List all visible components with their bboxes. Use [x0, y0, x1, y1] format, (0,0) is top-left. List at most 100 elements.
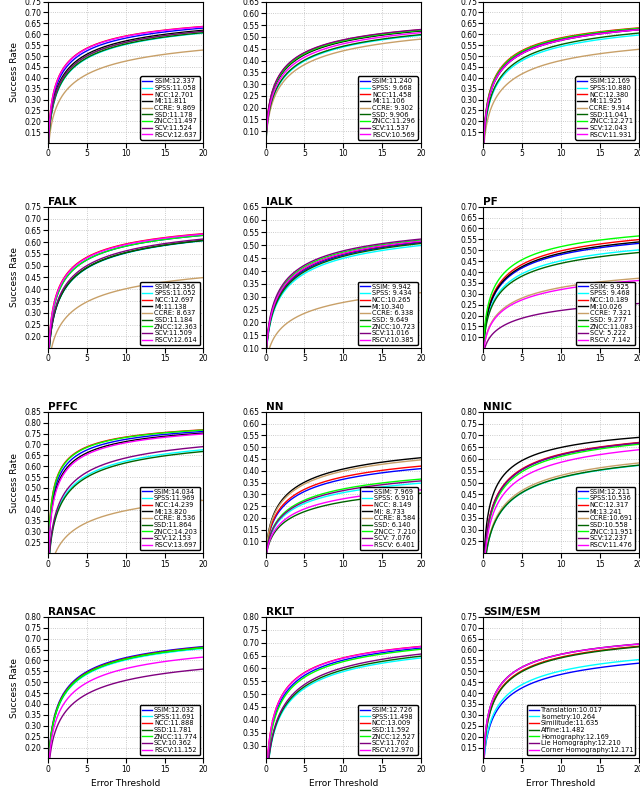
MI:11.925	[553, 37, 561, 46]
Isometry:10.264	[635, 655, 640, 665]
ZNCC:10.723	[417, 235, 425, 245]
SPSS: 9.434: (9.62, 0.446): 9.434: (9.62, 0.446)	[337, 254, 344, 264]
Translation:10.017	[572, 666, 580, 676]
ZNCC: 7.210: (19.5, 0.363): 7.210: (19.5, 0.363)	[413, 474, 421, 484]
SCV:11.509	[119, 247, 127, 257]
SSD:11.864	[172, 450, 179, 459]
Line: RSCV:12.970: RSCV:12.970	[266, 646, 421, 800]
CCRE: 7.321: (20, 0.371): 7.321: (20, 0.371)	[635, 274, 640, 283]
MI:13.820	[118, 438, 125, 447]
CCRE: 9.302: (0.001, 0.00586): 9.302: (0.001, 0.00586)	[262, 149, 269, 158]
SSIM:12.337	[119, 34, 127, 43]
SSIM:12.169	[607, 26, 614, 36]
Line: SSD:11.592: SSD:11.592	[266, 656, 421, 800]
RSCV:11.152	[137, 661, 145, 670]
Legend: SSIM:12.726, SPSS:11.498, NCC:13.009, SSD:11.592, ZNCC:12.527, SCV:11.702, RSCV:: SSIM:12.726, SPSS:11.498, NCC:13.009, SS…	[358, 705, 418, 755]
Corner Homography:12.171	[564, 648, 572, 658]
SCV:11.016	[346, 245, 353, 254]
NCC:12.701	[172, 24, 179, 34]
Legend: Translation:10.017, Isometry:10.264, Similitude:11.635, Affine:11.482, Homograph: Translation:10.017, Isometry:10.264, Sim…	[527, 705, 636, 755]
Homography:12.169	[554, 650, 562, 660]
SSD:11.781	[44, 784, 52, 794]
Affine:11.482	[607, 645, 614, 654]
SPSS:11.052	[119, 249, 127, 258]
SPSS:10.536	[479, 594, 487, 603]
Line: NCC:14.239: NCC:14.239	[48, 430, 204, 592]
SPSS:11.691	[44, 784, 52, 794]
NCC:12.701	[200, 22, 207, 31]
NCC:10.265	[417, 237, 425, 246]
MI: 8.733: (0.001, 0.00521): 8.733: (0.001, 0.00521)	[262, 559, 269, 569]
ZNCC:14.203	[196, 426, 204, 435]
SSD:11.592	[346, 663, 353, 673]
SSIM:12.356	[118, 242, 125, 252]
NCC:12.317	[631, 438, 639, 448]
SSD:11.781	[119, 655, 127, 665]
Y-axis label: Success Rate: Success Rate	[10, 247, 19, 307]
SCV: 5.222: (20, 0.255): 5.222: (20, 0.255)	[635, 298, 640, 308]
ZNCC:10.723	[346, 246, 353, 255]
SSD: 9.277: (19.5, 0.488): 9.277: (19.5, 0.488)	[631, 248, 639, 258]
MI:13.241	[572, 440, 580, 450]
NCC:11.458	[355, 33, 362, 42]
SSIM:12.211	[631, 438, 639, 448]
SPSS:11.498	[417, 653, 425, 662]
ZNCC:12.271	[553, 34, 561, 44]
RSCV:11.931	[572, 33, 580, 42]
Line: Homography:12.169: Homography:12.169	[483, 644, 639, 778]
SSD: 6.140: (10.8, 0.273): 6.140: (10.8, 0.273)	[346, 496, 353, 506]
RSCV:12.614	[128, 238, 136, 248]
NCC:14.239	[118, 433, 125, 442]
Line: RSCV:11.476: RSCV:11.476	[483, 450, 639, 598]
MI:13.820	[44, 588, 52, 598]
ZNCC: 7.210: (20, 0.365): 7.210: (20, 0.365)	[417, 474, 425, 484]
MI:11.106	[355, 34, 362, 43]
ZNCC:11.296	[413, 26, 421, 35]
Line: SSIM:12.356: SSIM:12.356	[48, 235, 204, 381]
SPSS:10.536	[554, 474, 562, 483]
Legend: SSIM: 9.942, SPSS: 9.434, NCC:10.265, MI:10.340, CCRE: 6.338, SSD: 9.649, ZNCC:1: SSIM: 9.942, SPSS: 9.434, NCC:10.265, MI…	[358, 282, 418, 345]
ZNCC:12.527	[355, 654, 362, 663]
Line: ZNCC:11.497: ZNCC:11.497	[48, 31, 204, 163]
SSIM:12.211	[553, 451, 561, 461]
ZNCC:10.723	[262, 367, 269, 377]
SCV: 5.222: (11.9, 0.232): 5.222: (11.9, 0.232)	[572, 304, 580, 314]
NCC:10.189	[479, 353, 487, 362]
ZNCC:11.296	[337, 37, 344, 46]
RSCV:11.931	[553, 36, 561, 46]
SSD: 9.649: (10.8, 0.463): 9.649: (10.8, 0.463)	[346, 250, 353, 259]
SSIM:12.356	[200, 230, 207, 240]
ZNCC:14.203	[118, 434, 125, 443]
CCRE: 6.338: (0.001, 0.00314): 6.338: (0.001, 0.00314)	[262, 368, 269, 378]
RSCV: 6.401: (10.8, 0.286): 6.401: (10.8, 0.286)	[346, 493, 353, 502]
Line: SSD:11.178: SSD:11.178	[48, 33, 204, 163]
SSIM:14.034	[128, 434, 136, 443]
NCC:10.265	[389, 240, 397, 250]
SSIM: 7.969: (10.8, 0.37): 7.969: (10.8, 0.37)	[346, 473, 353, 482]
NCC:11.888	[172, 646, 179, 655]
SSD:11.184	[200, 235, 207, 245]
Line: ZNCC:14.203: ZNCC:14.203	[48, 430, 204, 592]
NCC:12.697	[172, 231, 179, 241]
CCRE: 9.914: (0.001, 0.00666): 9.914: (0.001, 0.00666)	[479, 158, 487, 168]
SCV:11.537	[262, 148, 269, 158]
MI:11.925	[631, 26, 639, 35]
RSCV:12.614	[172, 232, 179, 242]
MI:11.811	[44, 158, 52, 167]
SPSS:11.058	[118, 41, 125, 50]
SSIM: 9.925: (16.4, 0.518): 9.925: (16.4, 0.518)	[607, 242, 614, 251]
CCRE: 8.536: (10.8, 0.402): 8.536: (10.8, 0.402)	[128, 505, 136, 514]
Corner Homography:12.171	[607, 642, 614, 651]
NCC:10.189	[635, 235, 640, 245]
Lie Homography:12.210	[564, 648, 572, 658]
Similitude:11.635	[479, 774, 487, 783]
RSCV:11.931	[607, 28, 614, 38]
CCRE: 9.914: (16.4, 0.517): 9.914: (16.4, 0.517)	[607, 47, 614, 57]
CCRE: 9.302: (20, 0.491): 9.302: (20, 0.491)	[417, 34, 425, 44]
SPSS: 9.468: (10.8, 0.458): 9.468: (10.8, 0.458)	[564, 254, 572, 264]
SPSS:11.969	[44, 590, 52, 599]
NCC:12.317	[607, 441, 614, 450]
SSIM:12.032	[128, 651, 136, 661]
MI:11.811	[172, 28, 179, 38]
NCC:12.697	[196, 229, 204, 238]
